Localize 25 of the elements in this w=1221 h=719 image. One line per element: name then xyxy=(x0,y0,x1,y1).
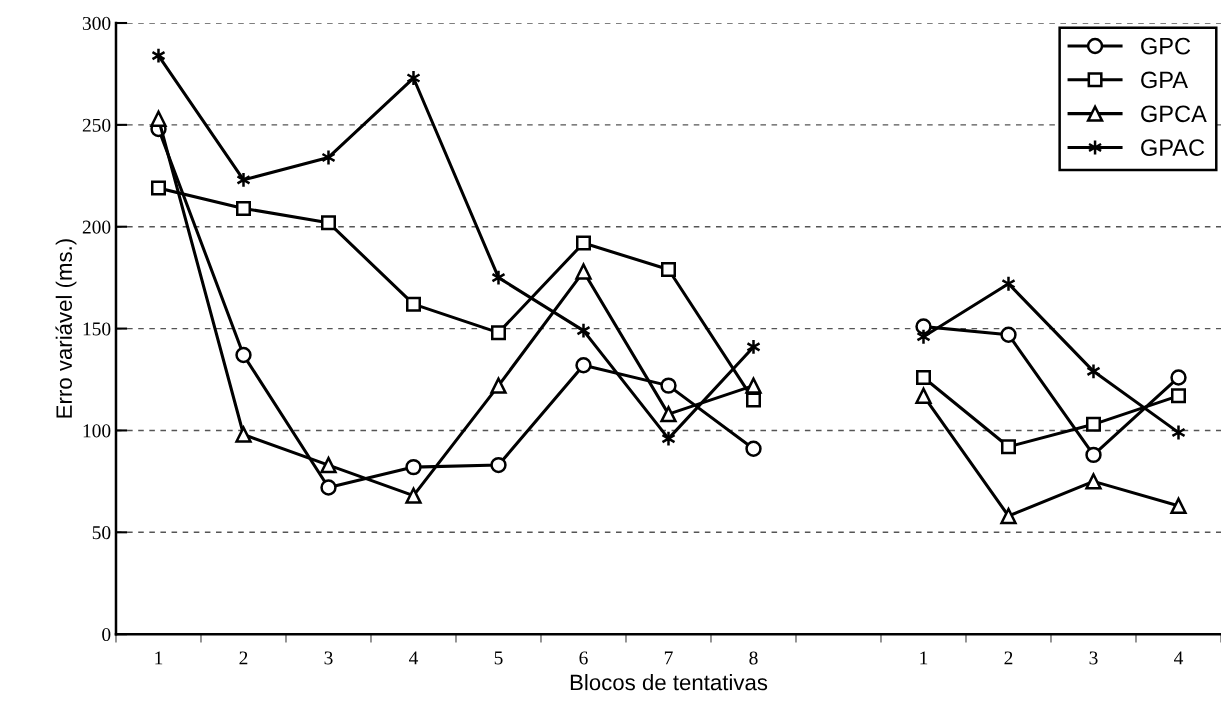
x-tick-label: 2 xyxy=(1004,651,1013,665)
x-tick-label: 3 xyxy=(324,651,333,665)
x-tick-label: 8 xyxy=(749,651,758,665)
x-axis-title: Blocos de tentativas xyxy=(570,674,768,691)
x-tick-label: 6 xyxy=(579,651,588,665)
y-tick-label: 200 xyxy=(82,220,111,234)
x-tick-label: 1 xyxy=(155,651,163,665)
y-axis-title: Erro variável (ms.) xyxy=(55,239,77,418)
x-tick-label: 3 xyxy=(1089,651,1098,665)
y-tick-label: 150 xyxy=(83,322,111,336)
x-tick-label: 4 xyxy=(1174,651,1184,665)
y-tick-label: 300 xyxy=(82,16,111,30)
legend-label: GPA xyxy=(1141,71,1188,89)
x-tick-label: 7 xyxy=(664,651,673,665)
legend-label: GPCA xyxy=(1141,105,1207,123)
x-tick-label: 4 xyxy=(409,651,419,665)
x-tick-label: 2 xyxy=(239,651,248,665)
y-tick-label: 250 xyxy=(82,118,111,132)
y-tick-label: 50 xyxy=(92,526,111,540)
y-tick-label: 0 xyxy=(102,627,111,642)
legend-label: GPC xyxy=(1141,37,1191,55)
x-tick-label: 1 xyxy=(920,651,928,665)
y-tick-label: 100 xyxy=(83,424,111,438)
x-tick-label: 5 xyxy=(494,651,503,665)
legend-label: GPAC xyxy=(1141,139,1205,156)
